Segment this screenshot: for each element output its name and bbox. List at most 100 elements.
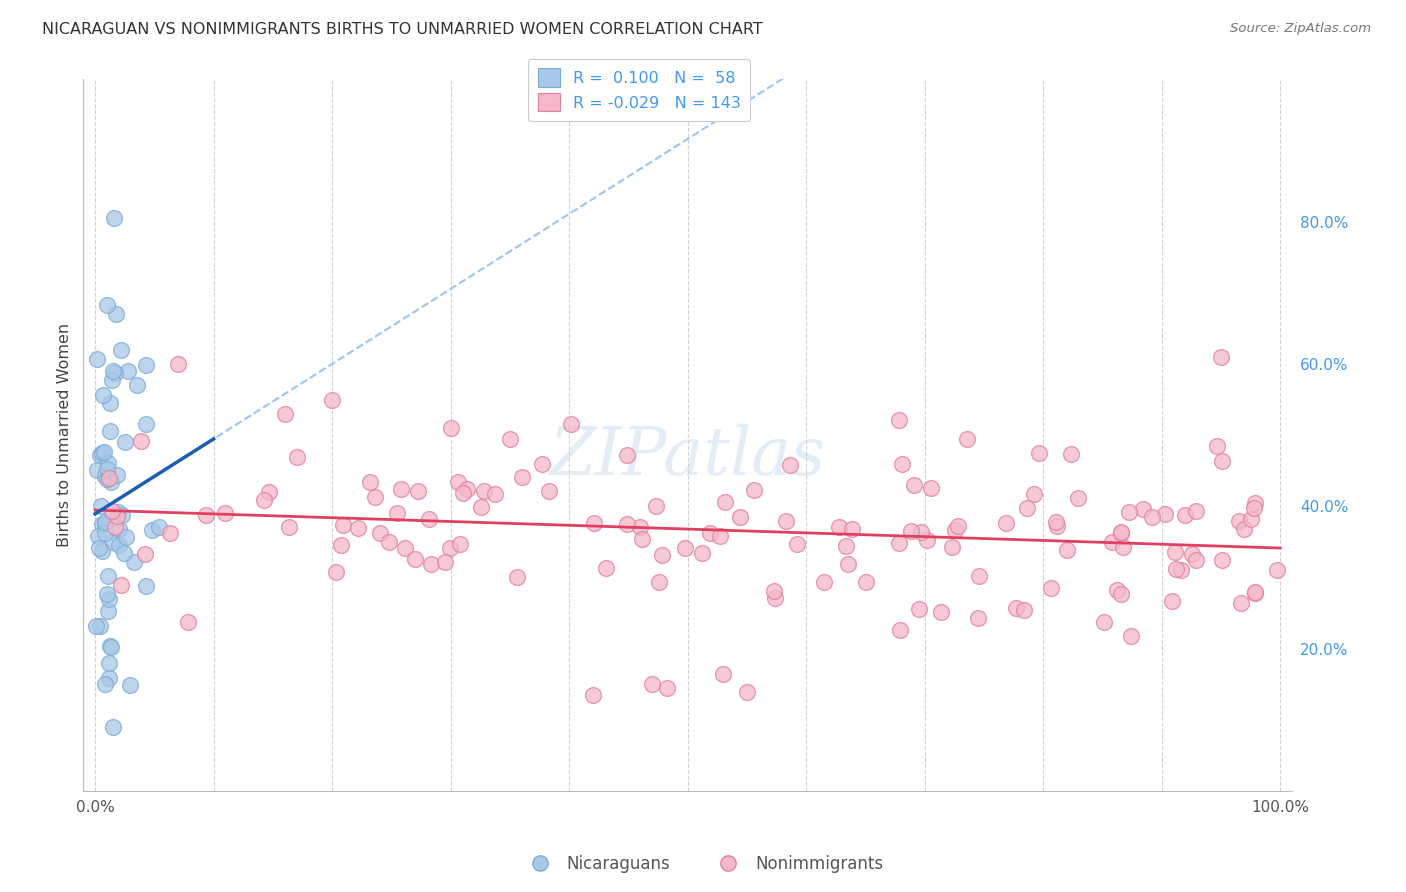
Point [1211,553,1233,567]
Point [1170,563,1192,577]
Point [100,534,122,549]
Point [98,639,121,653]
Point [94,515,117,529]
Point [114,434,136,449]
Point [583,516,606,530]
Point [122,555,145,569]
Point [1140,510,1163,524]
Point [389,482,412,496]
Text: Source: ZipAtlas.com: Source: ZipAtlas.com [1230,22,1371,36]
Point [1105,583,1128,598]
Point [1028,446,1050,460]
Point [1066,491,1088,505]
Point [1119,629,1142,643]
Point [889,623,911,637]
Point [560,417,582,431]
Point [97,569,120,583]
Point [105,468,128,483]
Point [889,535,911,549]
Point [98,592,121,607]
Point [440,421,463,435]
Point [108,538,131,552]
Point [97,671,120,685]
Point [115,530,138,544]
Point [1184,503,1206,517]
Point [1059,447,1081,461]
Point [887,413,910,427]
Point [141,524,163,538]
Point [110,577,132,591]
Point [447,475,470,490]
Point [90,517,112,532]
Point [148,520,170,534]
Point [433,555,456,569]
Point [1118,505,1140,519]
Point [257,485,280,500]
Point [956,432,979,446]
Legend: Nicaraguans, Nonimmigrants: Nicaraguans, Nonimmigrants [516,848,890,880]
Point [111,508,134,523]
Point [94,516,117,531]
Point [100,475,122,490]
Point [735,684,758,698]
Point [1174,508,1197,522]
Point [332,518,354,533]
Point [167,357,190,371]
Point [1185,553,1208,567]
Point [1243,586,1265,600]
Point [1101,535,1123,549]
Point [177,615,200,629]
Point [1056,543,1078,558]
Point [103,211,125,225]
Point [87,529,110,543]
Point [1112,541,1135,555]
Point [1227,514,1250,528]
Point [1243,501,1265,516]
Point [98,656,121,670]
Point [484,487,506,501]
Point [404,552,426,566]
Point [385,506,408,520]
Point [96,587,118,601]
Point [1132,502,1154,516]
Point [530,457,553,471]
Point [91,388,114,402]
Point [96,462,118,476]
Point [134,547,156,561]
Point [118,678,141,692]
Point [105,307,128,321]
Point [855,574,877,589]
Point [512,469,534,483]
Point [1046,518,1069,533]
Point [89,619,111,633]
Point [125,378,148,392]
Point [86,463,108,477]
Point [995,516,1018,530]
Point [648,575,671,590]
Point [97,604,120,618]
Point [129,434,152,448]
Point [456,482,478,496]
Point [1012,603,1035,617]
Point [967,611,990,625]
Point [378,535,401,549]
Point [418,512,440,526]
Point [104,520,127,534]
Point [449,537,471,551]
Point [364,490,387,504]
Point [762,583,785,598]
Point [929,605,952,619]
Point [101,504,124,518]
Point [325,565,347,579]
Point [100,640,122,654]
Point [967,569,990,583]
Point [779,458,801,473]
Point [1265,563,1288,577]
Point [920,481,942,495]
Point [537,483,560,498]
Point [910,524,932,539]
Point [135,358,157,372]
Point [101,720,124,734]
Point [1164,544,1187,558]
Point [214,506,236,520]
